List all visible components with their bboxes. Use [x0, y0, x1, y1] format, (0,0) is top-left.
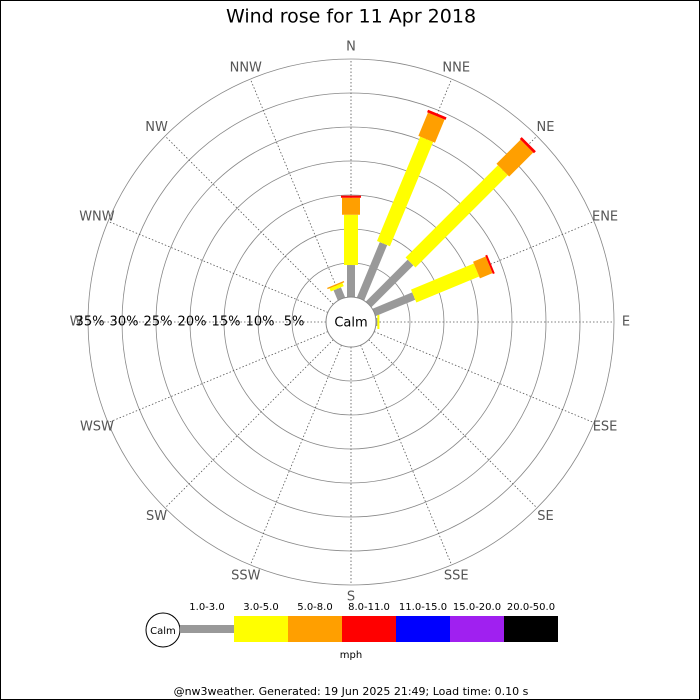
bar-segment — [496, 139, 534, 177]
bar-segment — [329, 283, 344, 292]
direction-label: W — [70, 315, 83, 330]
bar-segment — [347, 265, 355, 297]
bar-segment — [418, 112, 445, 143]
direction-label: SSE — [444, 569, 469, 584]
direction-label: NW — [145, 120, 168, 135]
grid-ring — [87, 58, 615, 586]
spoke — [164, 339, 334, 509]
legend-label: 11.0-15.0 — [399, 602, 447, 613]
direction-label: ESE — [593, 420, 618, 435]
direction-label: NNE — [442, 60, 470, 75]
bar-segment — [342, 197, 360, 215]
grid-ring — [189, 160, 513, 484]
spoke — [360, 344, 453, 566]
r-tick-label: 5% — [284, 315, 305, 330]
bar-segment — [341, 195, 361, 198]
bar-segment — [327, 281, 345, 290]
legend-units: mph — [340, 650, 362, 661]
r-tick-label: 15% — [212, 315, 241, 330]
direction-label: S — [347, 590, 355, 605]
grid-ring — [155, 126, 547, 518]
legend-swatch — [180, 625, 234, 633]
bar-segment — [473, 256, 493, 279]
legend-swatch — [450, 616, 504, 642]
direction-label: NNW — [230, 60, 262, 75]
legend-swatch — [288, 616, 342, 642]
spoke — [373, 331, 595, 424]
bar-segment — [333, 287, 346, 301]
calm-circle — [325, 296, 377, 348]
r-tick-label: 30% — [110, 315, 139, 330]
chart-title: Wind rose for 11 Apr 2018 — [226, 6, 476, 28]
legend-swatch — [396, 616, 450, 642]
direction-label: E — [622, 315, 630, 330]
spoke — [249, 344, 342, 566]
legend-label: 3.0-5.0 — [243, 602, 278, 613]
r-tick-label: 35% — [76, 315, 105, 330]
spoke — [107, 331, 329, 424]
r-tick-label: 25% — [144, 315, 173, 330]
bar-segment — [519, 137, 536, 154]
bar-segment — [372, 292, 416, 317]
footer: @nw3weather. Generated: 19 Jun 2025 21:4… — [174, 685, 529, 698]
bar-segment — [365, 259, 414, 308]
bar-segment — [377, 315, 380, 329]
r-tick-label: 10% — [246, 315, 275, 330]
direction-label: N — [346, 40, 356, 55]
spoke — [249, 78, 342, 300]
direction-label: NE — [536, 120, 554, 135]
bar-segment — [485, 254, 495, 275]
spoke — [164, 135, 334, 305]
calm-label: Calm — [334, 316, 367, 331]
bar-segment — [376, 136, 434, 247]
legend-swatch — [342, 616, 396, 642]
direction-label: ENE — [592, 209, 618, 224]
direction-label: WNW — [79, 209, 115, 224]
direction-label: SW — [146, 509, 167, 524]
direction-label: SE — [537, 509, 553, 524]
legend-swatch — [504, 616, 558, 642]
spoke — [107, 220, 329, 313]
legend-label: 8.0-11.0 — [348, 602, 390, 613]
bar-segment — [427, 109, 447, 120]
legend-label: 20.0-50.0 — [507, 602, 555, 613]
legend-label: 5.0-8.0 — [297, 602, 332, 613]
legend-swatch — [234, 616, 288, 642]
bar-segment — [356, 242, 388, 301]
direction-label: WSW — [80, 420, 114, 435]
bar-segment — [405, 165, 508, 268]
bar-segment — [410, 263, 480, 303]
legend-calm-label: Calm — [150, 626, 176, 637]
legend-label: 1.0-3.0 — [189, 602, 224, 613]
direction-label: SSW — [231, 569, 261, 584]
spoke — [368, 339, 538, 509]
bar-segment — [344, 214, 358, 266]
r-tick-label: 20% — [178, 315, 207, 330]
legend-label: 15.0-20.0 — [453, 602, 501, 613]
